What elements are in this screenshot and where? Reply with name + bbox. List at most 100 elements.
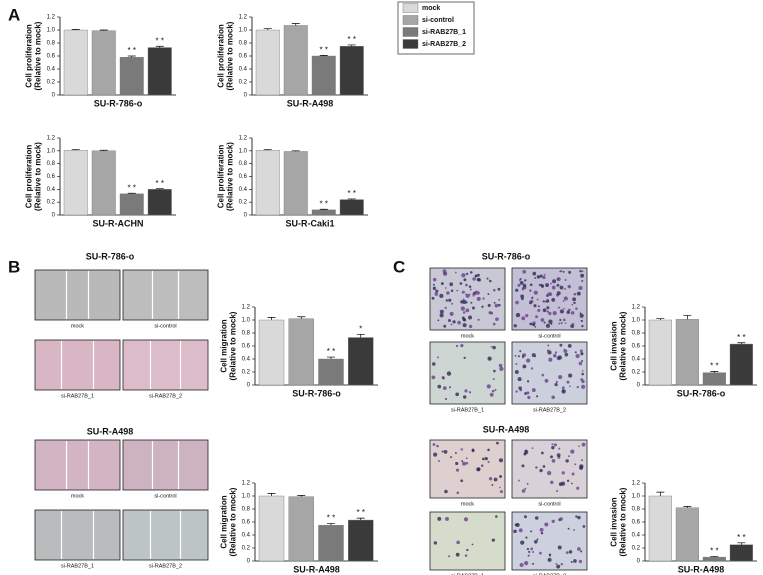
error-bar [127,192,136,194]
cell [476,273,480,277]
cell [551,445,555,450]
cell [463,278,467,282]
image-group: SU-R-A498 mock si-control si-RAB27B_1 si-RAB… [34,426,209,569]
y-tick-label: 0.4 [239,187,248,193]
cell [580,319,583,323]
cell [529,322,532,326]
y-axis-label: (Relative to mock) [619,487,628,556]
y-axis-label: Cell proliferation [25,24,34,88]
cell [459,282,463,285]
cell [581,270,584,273]
cell [578,361,583,366]
micrograph [34,509,121,561]
cell [558,482,563,487]
cell [529,299,534,304]
cell [531,447,534,450]
cell [437,516,442,521]
cell [440,309,444,314]
cell [432,362,436,366]
chart-title: SU-R-ACHN [93,218,144,228]
cell [547,292,551,296]
image-group-title: SU-R-A498 [87,426,134,436]
y-axis-label: (Relative to mock) [229,311,238,380]
cell [437,384,442,389]
panel-label: B [8,257,20,276]
cell [524,392,527,395]
cell [547,557,552,562]
bar-chart: 0 0.2 0.4 0.6 0.8 1.0 1.2 Cell proliferation (Re… [25,136,176,228]
cell [542,275,546,280]
cell [578,285,583,291]
error-bar [297,495,306,497]
cell [524,450,529,455]
cell [444,397,448,401]
cell [562,318,566,322]
cell [546,349,550,353]
bar [729,544,753,562]
cell [561,471,565,475]
image-caption: si-RAB27B_1 [61,393,94,399]
y-tick-label: 0.2 [632,546,641,552]
cell [542,308,547,313]
y-tick-label: 0.2 [242,546,251,552]
image-caption: mock [461,501,474,507]
error-bar [656,318,665,320]
y-tick-label: 0.8 [47,41,56,47]
cell [524,279,527,282]
cell [449,386,451,389]
cell [448,298,452,302]
cell [460,344,464,348]
micrograph [34,269,121,321]
cell [460,479,464,483]
cell [455,392,459,397]
cell [519,280,524,285]
y-tick-label: 0.6 [239,174,248,180]
bar-chart: 0 0.2 0.4 0.6 0.8 1.0 1.2 Cell migration (Relati… [220,305,378,398]
bar [348,337,374,386]
cell [537,308,541,312]
image-caption: si-control [154,493,176,499]
cell [577,547,581,551]
cell [556,291,561,296]
cell [499,486,501,489]
cell [544,378,549,383]
cell [432,443,436,446]
cell [488,477,493,481]
cell [579,269,582,273]
cell [472,294,475,297]
cell [568,308,571,311]
y-tick-label: 0.4 [242,533,251,539]
significance-label: * * [348,189,356,198]
bar [702,372,726,386]
cell [439,293,444,299]
cell [555,381,558,383]
cell [539,274,543,278]
cell [455,344,459,348]
bar [147,189,172,216]
cell [517,283,521,287]
y-tick-label: 1.0 [239,148,248,154]
cell [486,277,489,280]
significance-label: * [359,324,362,333]
cell [581,384,586,389]
cell [564,322,567,325]
chart-title: SU-R-A498 [293,564,340,574]
micrograph [122,269,209,321]
legend-label: si-control [422,17,454,24]
cell [569,385,571,388]
cell [465,461,469,465]
y-tick-label: 0.8 [632,331,641,337]
cell [441,450,444,453]
error-bar [263,149,272,151]
cell [468,324,473,329]
y-axis-label: Cell proliferation [25,145,34,209]
cell [515,390,518,393]
y-tick-label: 0.4 [632,357,641,363]
legend-swatch [402,39,419,49]
cell [532,551,535,553]
error-bar [656,491,665,496]
image-caption: si-RAB27B_2 [149,393,182,399]
image-caption: si-control [154,323,176,329]
cell [559,517,563,521]
